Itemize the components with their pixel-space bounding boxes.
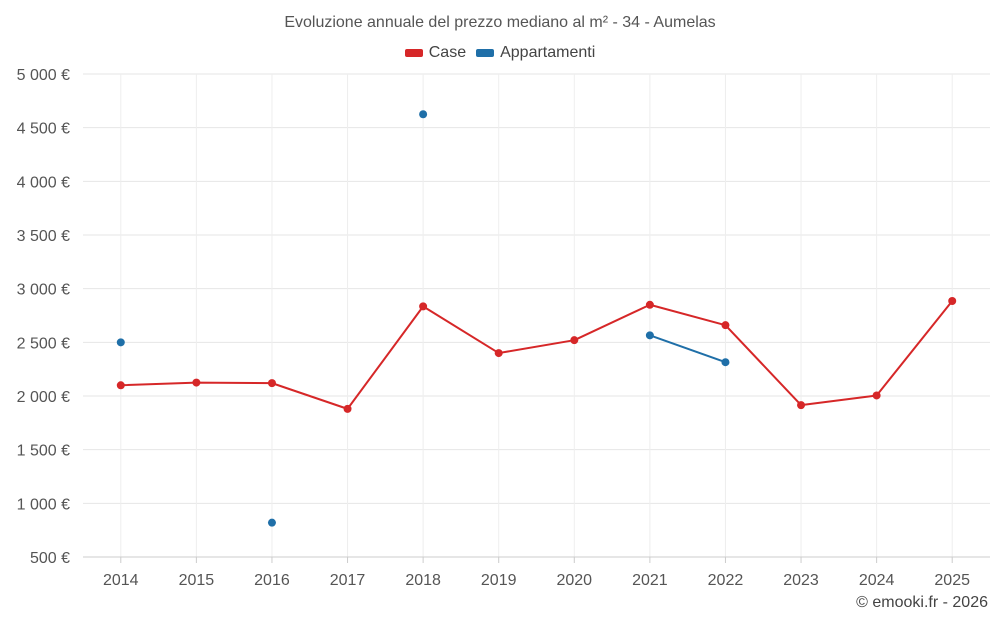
x-tick-label: 2020 <box>556 572 592 589</box>
legend-swatch-case <box>404 49 423 57</box>
chart-title: Evoluzione annuale del prezzo mediano al… <box>284 14 716 31</box>
data-point-case[interactable] <box>721 321 730 330</box>
x-tick-label: 2019 <box>481 572 517 589</box>
x-tick-label: 2018 <box>405 572 441 589</box>
data-point-case[interactable] <box>267 379 276 388</box>
series-line-case <box>120 300 953 410</box>
series-line-appartamenti <box>649 334 726 364</box>
y-tick-label: 3 000 € <box>17 282 70 299</box>
x-tick-label: 2017 <box>330 572 366 589</box>
x-tick-label: 2021 <box>632 572 668 589</box>
data-point-appartamenti[interactable] <box>721 358 730 367</box>
x-tick-label: 2024 <box>859 572 895 589</box>
data-point-case[interactable] <box>192 378 201 387</box>
y-tick-label: 1 000 € <box>17 496 70 513</box>
y-tick-label: 5 000 € <box>17 67 70 84</box>
data-point-case[interactable] <box>948 297 957 306</box>
x-tick-label: 2015 <box>179 572 215 589</box>
data-point-case[interactable] <box>645 300 654 309</box>
data-point-case[interactable] <box>343 404 352 413</box>
legend-label-case: Case <box>428 44 467 61</box>
data-point-case[interactable] <box>570 336 579 345</box>
y-tick-label: 2 500 € <box>17 335 70 352</box>
legend-item-case[interactable]: Case <box>404 44 467 62</box>
data-point-appartamenti[interactable] <box>419 110 428 119</box>
x-tick-label: 2023 <box>783 572 819 589</box>
legend-item-appartamenti[interactable]: Appartamenti <box>476 44 595 62</box>
y-tick-label: 3 500 € <box>17 228 70 245</box>
y-tick-label: 4 000 € <box>17 174 70 191</box>
data-point-case[interactable] <box>494 349 503 358</box>
y-tick-label: 4 500 € <box>17 121 70 138</box>
legend-swatch-appartamenti <box>476 49 495 57</box>
data-point-appartamenti[interactable] <box>267 518 276 527</box>
x-tick-label: 2014 <box>103 572 139 589</box>
data-point-case[interactable] <box>116 381 125 390</box>
data-point-case[interactable] <box>872 391 881 400</box>
legend-label-appartamenti: Appartamenti <box>500 44 596 61</box>
y-tick-label: 1 500 € <box>17 443 70 460</box>
x-tick-label: 2022 <box>708 572 744 589</box>
data-point-case[interactable] <box>419 302 428 311</box>
y-tick-label: 2 000 € <box>17 389 70 406</box>
data-point-case[interactable] <box>797 401 806 410</box>
y-tick-label: 500 € <box>30 550 70 567</box>
data-point-appartamenti[interactable] <box>645 331 654 340</box>
x-tick-label: 2025 <box>934 572 970 589</box>
x-tick-label: 2016 <box>254 572 290 589</box>
legend: Case Appartamenti <box>0 44 1000 62</box>
credit-text: © emooki.fr - 2026 <box>856 594 988 611</box>
data-point-appartamenti[interactable] <box>116 338 125 347</box>
